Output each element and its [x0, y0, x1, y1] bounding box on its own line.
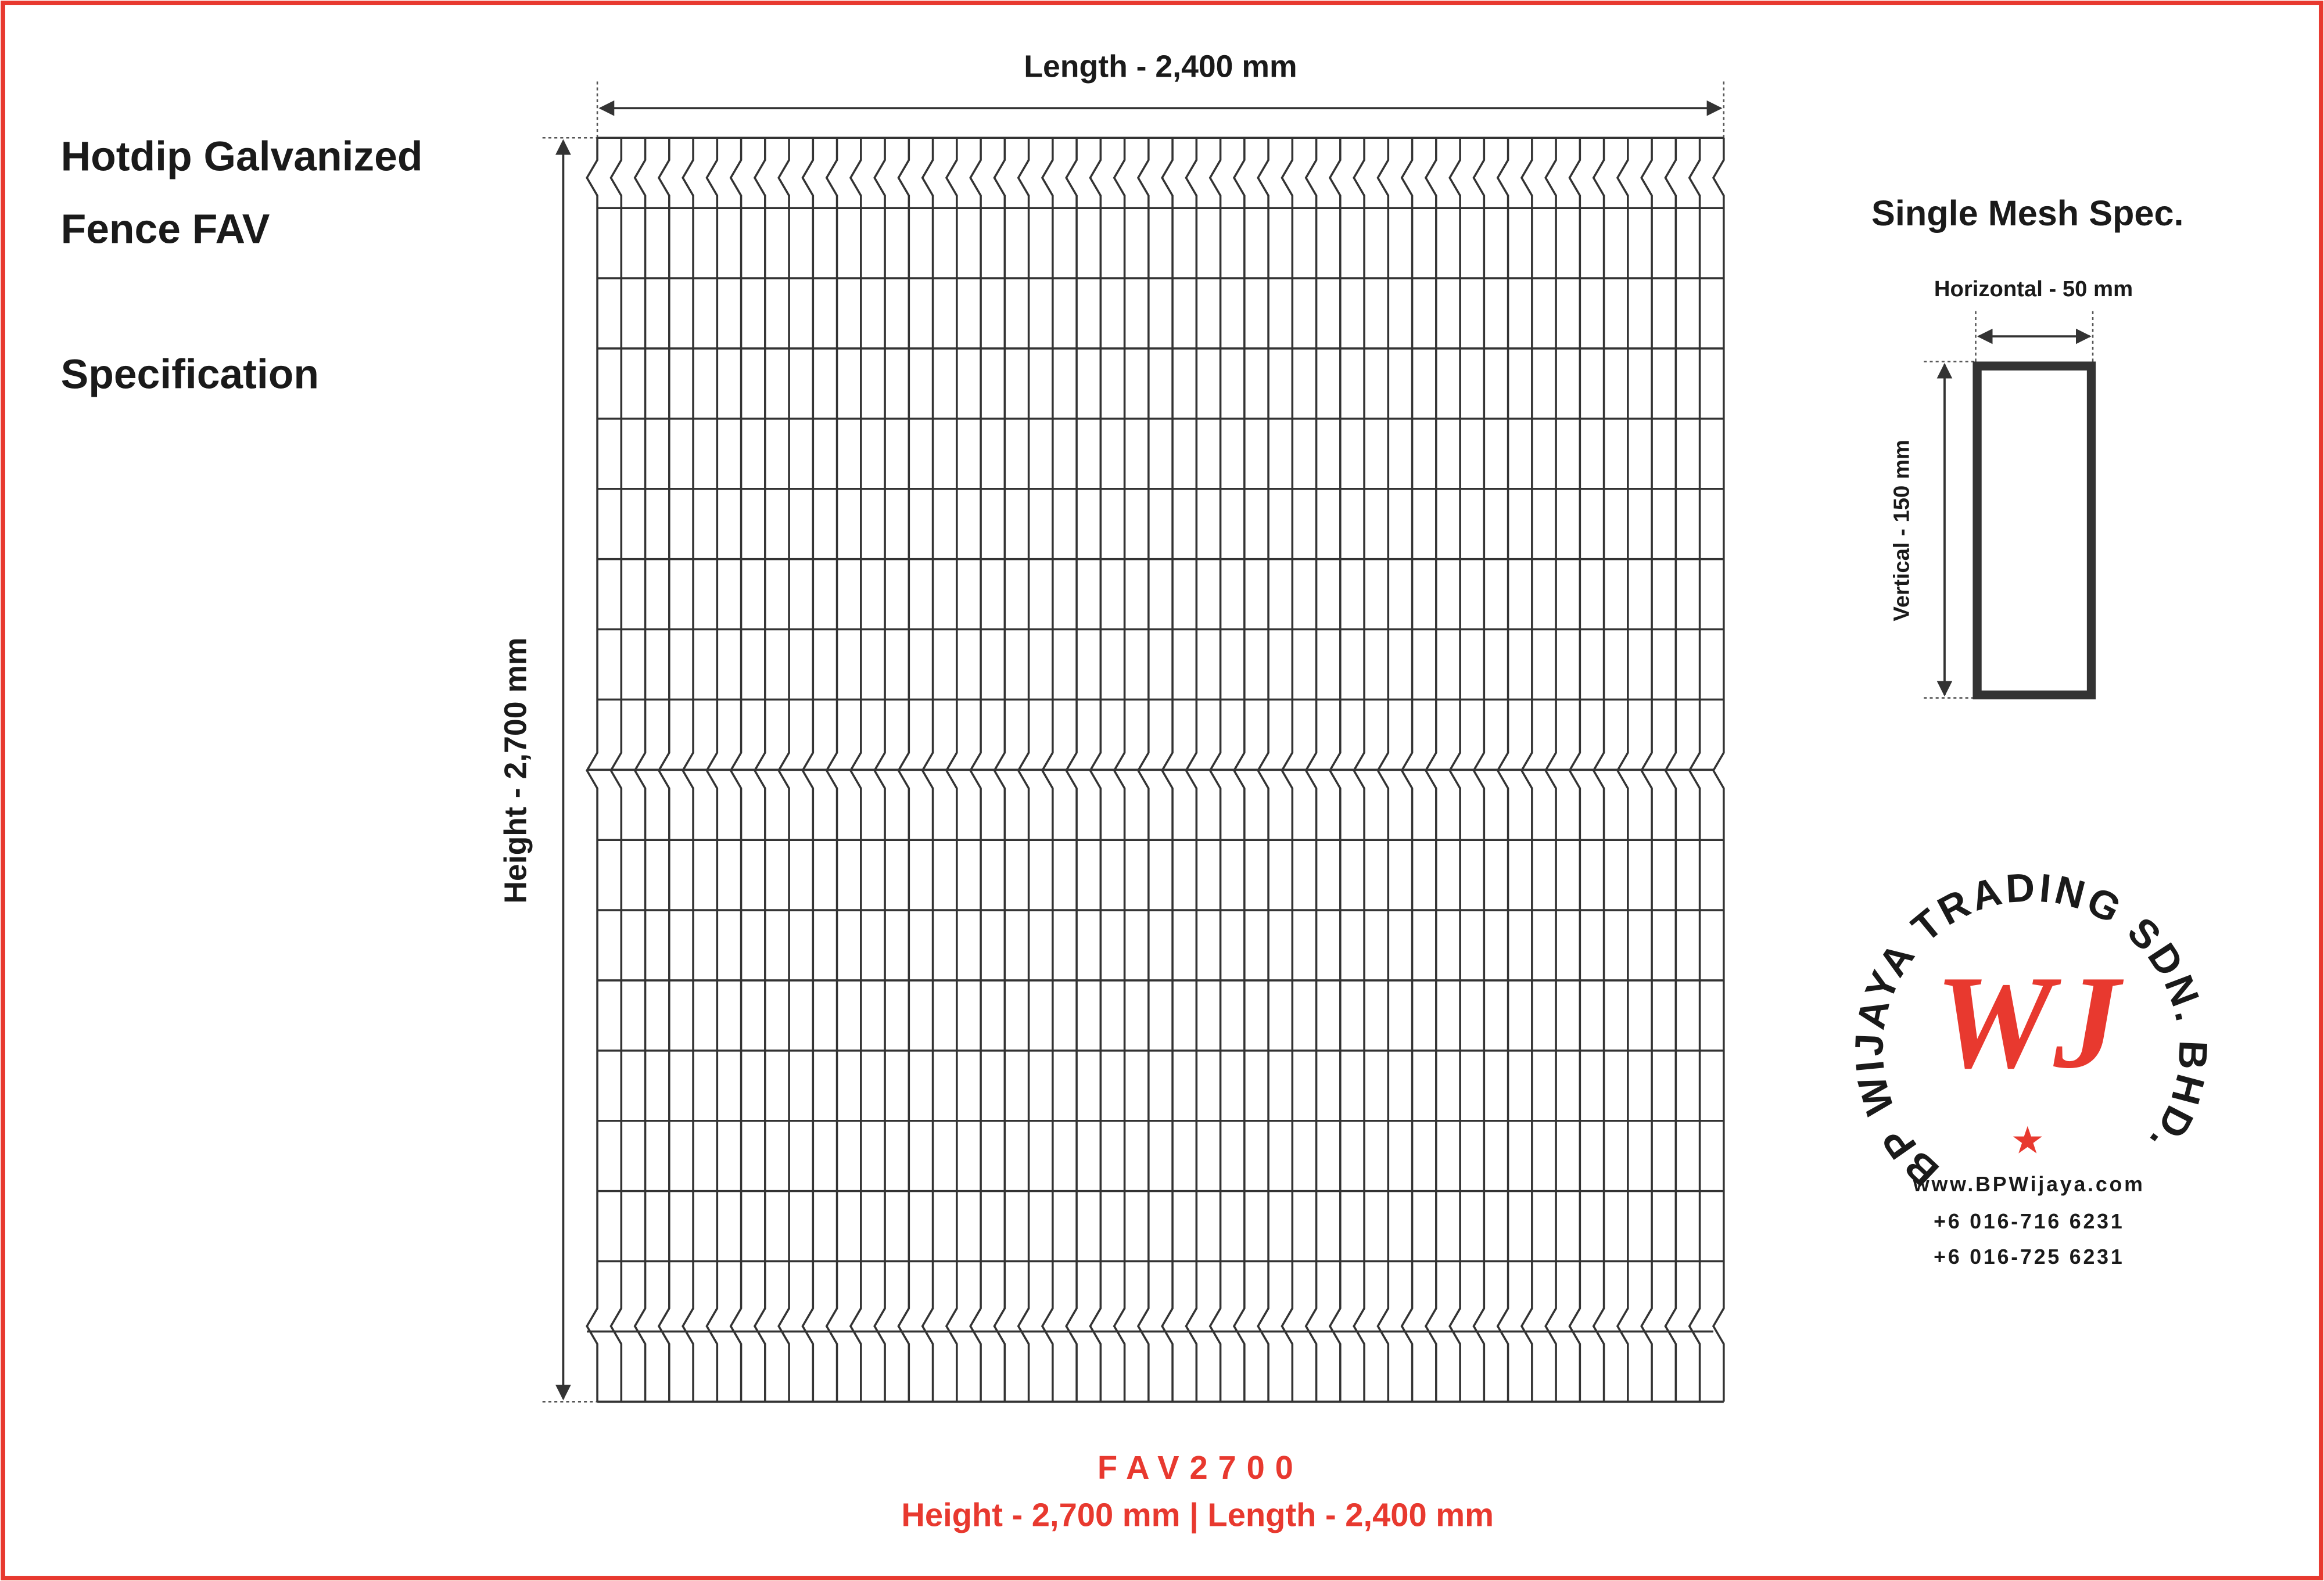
- length-label: Length - 2,400 mm: [1024, 50, 1297, 84]
- title-line: Hotdip Galvanized: [61, 133, 423, 179]
- phone: +6 016-725 6231: [1934, 1245, 2124, 1269]
- horizontal-label: Horizontal - 50 mm: [1934, 276, 2133, 301]
- logo-monogram: WJ: [1935, 948, 2124, 1096]
- mesh-title: Single Mesh Spec.: [1871, 193, 2184, 233]
- summary: Height - 2,700 mm | Length - 2,400 mm: [901, 1497, 1494, 1534]
- mesh-cell: [1972, 361, 2096, 700]
- subtitle: Specification: [61, 351, 319, 397]
- vertical-label: Vertical - 150 mm: [1889, 440, 1914, 621]
- phone: +6 016-716 6231: [1934, 1210, 2124, 1233]
- fence-panel: [586, 136, 1725, 1403]
- vertical-wire: [1712, 138, 1725, 1402]
- title-line: Fence FAV: [61, 206, 270, 252]
- height-label: Height - 2,700 mm: [499, 637, 533, 903]
- logo-star: [2013, 1126, 2042, 1154]
- website: www.BPWijaya.com: [1913, 1173, 2145, 1196]
- model: FAV2700: [1098, 1449, 1304, 1486]
